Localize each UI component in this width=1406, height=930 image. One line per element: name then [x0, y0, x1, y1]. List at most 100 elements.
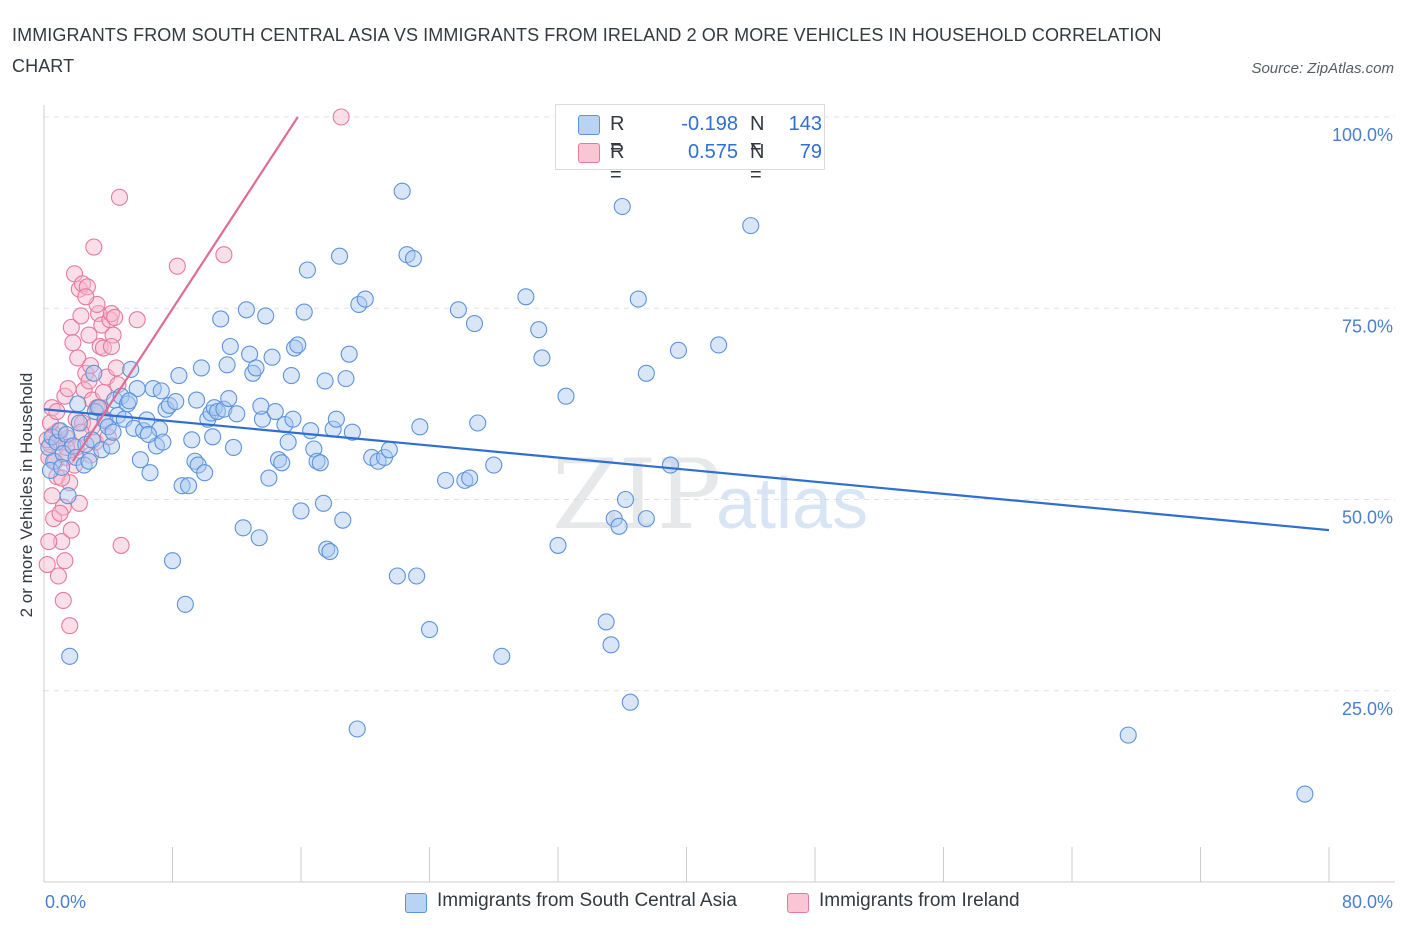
data-point-south-central-asia — [314, 494, 333, 512]
data-point-ireland — [102, 337, 121, 356]
data-point-ireland — [38, 555, 56, 574]
gridlines — [44, 116, 1395, 692]
data-point-south-central-asia — [202, 404, 220, 422]
data-point-south-central-asia — [289, 336, 307, 354]
legend-r-value: 0.575 — [687, 141, 738, 163]
legend: R = -0.198 N = 143 R = 0.575 N = 79 — [555, 104, 825, 186]
data-point-south-central-asia — [485, 456, 503, 474]
series-south-central-asia-points — [40, 182, 1314, 803]
data-point-south-central-asia — [311, 454, 329, 472]
data-point-south-central-asia — [192, 359, 210, 377]
data-point-south-central-asia — [327, 410, 345, 428]
data-point-south-central-asia — [330, 247, 349, 265]
data-point-south-central-asia — [204, 428, 222, 446]
data-point-south-central-asia — [173, 477, 191, 495]
data-point-south-central-asia — [1119, 726, 1137, 744]
data-point-south-central-asia — [61, 647, 79, 665]
data-point-south-central-asia — [321, 542, 339, 561]
data-point-south-central-asia — [234, 519, 252, 537]
data-point-south-central-asia — [85, 364, 103, 382]
data-point-south-central-asia — [318, 540, 336, 558]
data-point-south-central-asia — [250, 529, 268, 547]
data-point-south-central-asia — [221, 337, 239, 356]
data-point-south-central-asia — [493, 647, 511, 665]
data-point-south-central-asia — [388, 567, 406, 585]
data-point-south-central-asia — [70, 414, 88, 432]
data-point-south-central-asia — [69, 395, 87, 413]
data-point-south-central-asia — [163, 552, 182, 570]
data-point-south-central-asia — [279, 433, 297, 451]
data-point-ireland — [62, 521, 80, 539]
data-point-south-central-asia — [286, 339, 304, 357]
data-point-south-central-asia — [282, 367, 300, 385]
data-point-south-central-asia — [247, 359, 265, 377]
data-point-south-central-asia — [437, 471, 455, 489]
data-point-ireland — [56, 552, 74, 570]
data-point-ireland — [106, 308, 124, 326]
data-point-ireland — [85, 238, 103, 256]
legend-swatch-blue — [578, 115, 600, 135]
data-point-south-central-asia — [196, 464, 214, 482]
watermark-zip: ZIP — [552, 439, 721, 551]
data-point-south-central-asia — [461, 469, 479, 487]
data-point-south-central-asia — [449, 301, 467, 319]
data-point-south-central-asia — [167, 393, 185, 411]
data-point-south-central-asia — [292, 502, 310, 520]
data-point-ireland — [110, 188, 129, 206]
data-point-south-central-asia — [298, 261, 316, 279]
data-point-ireland — [51, 504, 69, 522]
data-point-south-central-asia — [411, 418, 429, 436]
data-point-south-central-asia — [610, 517, 628, 535]
data-point-south-central-asia — [710, 336, 728, 354]
data-point-south-central-asia — [80, 452, 98, 470]
y-tick-label: 75.0% — [1342, 316, 1393, 336]
data-point-south-central-asia — [340, 345, 358, 363]
y-tick-label: 100.0% — [1332, 125, 1393, 145]
data-point-ireland — [128, 311, 146, 329]
data-point-south-central-asia — [237, 301, 255, 319]
data-point-south-central-asia — [241, 345, 259, 363]
data-point-south-central-asia — [616, 490, 635, 509]
chart-title: IMMIGRANTS FROM SOUTH CENTRAL ASIA VS IM… — [12, 25, 1162, 76]
legend-r-value: -0.198 — [681, 113, 738, 135]
data-point-south-central-asia — [613, 197, 631, 216]
data-point-south-central-asia — [53, 458, 71, 476]
x-tick-label: 0.0% — [45, 892, 86, 912]
trend-lines — [43, 116, 1330, 532]
data-point-ireland — [61, 474, 79, 492]
data-point-south-central-asia — [118, 395, 137, 413]
bottom-legend: Immigrants from South Central Asia Immig… — [0, 890, 1406, 916]
y-tick-label: 25.0% — [1342, 699, 1393, 719]
data-point-south-central-asia — [154, 433, 172, 451]
data-point-south-central-asia — [183, 431, 201, 449]
data-point-south-central-asia — [602, 636, 620, 654]
data-point-ireland — [69, 349, 87, 367]
data-point-south-central-asia — [316, 372, 334, 390]
data-point-south-central-asia — [669, 341, 688, 359]
data-point-south-central-asia — [180, 477, 198, 495]
data-point-south-central-asia — [139, 425, 157, 444]
x-tick-label: 80.0% — [1342, 892, 1393, 912]
trend-line-ireland — [71, 116, 299, 462]
data-point-south-central-asia — [557, 387, 575, 405]
data-point-south-central-asia — [257, 307, 275, 325]
data-point-south-central-asia — [404, 249, 422, 268]
data-point-ireland — [332, 108, 350, 126]
data-point-ireland — [107, 359, 125, 377]
data-point-south-central-asia — [176, 595, 194, 613]
data-point-south-central-asia — [629, 290, 647, 308]
data-point-south-central-asia — [120, 392, 138, 410]
legend-n-value: 143 — [788, 113, 822, 135]
data-point-south-central-asia — [380, 441, 398, 459]
data-point-ireland — [61, 617, 79, 635]
data-point-ireland — [53, 533, 71, 551]
legend-n-value: 79 — [799, 141, 822, 163]
data-point-south-central-asia — [228, 405, 246, 423]
bottom-legend-label: Immigrants from Ireland — [819, 890, 1020, 911]
trend-line-south-central-asia — [43, 408, 1330, 532]
data-point-south-central-asia — [93, 441, 111, 459]
bottom-legend-swatch-blue — [405, 893, 427, 913]
legend-n-label: N = — [750, 113, 765, 158]
data-point-south-central-asia — [549, 536, 567, 554]
